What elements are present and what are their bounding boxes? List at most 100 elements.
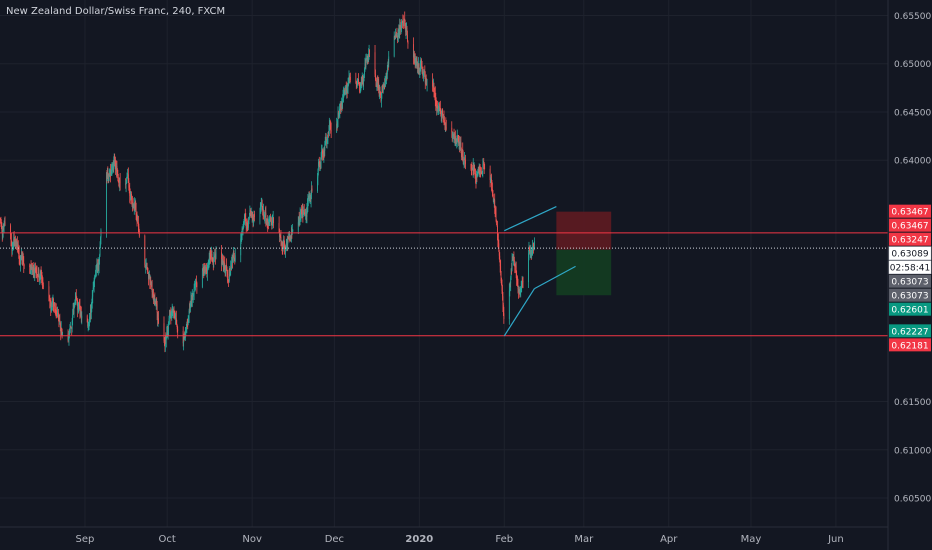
candle-body	[107, 176, 109, 179]
candle-body	[402, 22, 404, 24]
candle-body	[48, 298, 50, 300]
candle-body	[88, 322, 90, 325]
candle-body	[270, 217, 272, 219]
candle-body	[170, 312, 172, 317]
candle-body	[145, 265, 147, 267]
candle-body	[54, 305, 56, 307]
candle-body	[435, 104, 437, 108]
candle-body	[127, 174, 129, 181]
candle-body	[500, 266, 502, 273]
candle-body	[479, 168, 481, 170]
candle-body	[202, 267, 204, 271]
candle-body	[129, 195, 131, 200]
candle-body	[363, 73, 365, 81]
candle-body	[20, 258, 21, 265]
candle-body	[11, 247, 13, 251]
candle-body	[34, 270, 36, 276]
candle-body	[267, 222, 269, 226]
x-tick-label: Feb	[495, 534, 513, 545]
candle-body	[79, 311, 81, 313]
candle-body	[531, 253, 533, 255]
candle-body	[454, 138, 455, 141]
candle-body	[21, 255, 22, 258]
candle-body	[339, 105, 341, 111]
candle-body	[460, 148, 462, 154]
candle-body	[119, 180, 121, 184]
candle-body	[374, 52, 376, 75]
candle-body	[330, 126, 332, 130]
candle-body	[311, 188, 313, 192]
candle-body	[280, 241, 282, 242]
candle-body	[462, 155, 464, 162]
candle-body	[356, 84, 358, 87]
candle-body	[456, 137, 458, 140]
candle-body	[421, 65, 423, 73]
candle-body	[36, 272, 38, 275]
candle-body	[517, 281, 518, 287]
candle-body	[510, 277, 512, 284]
candle-body	[317, 164, 319, 171]
candle-body	[326, 139, 328, 144]
drawn-lines	[0, 206, 888, 337]
candle-body	[245, 218, 247, 224]
candle-body	[515, 265, 517, 274]
y-tick-label: 0.65000	[894, 60, 931, 70]
candle-body	[402, 21, 404, 23]
candle-body	[501, 284, 503, 292]
candle-body	[493, 200, 495, 202]
candle-body	[80, 313, 82, 319]
candle-body	[281, 241, 283, 245]
candle-body	[340, 105, 342, 107]
candle-body	[365, 58, 367, 62]
candle-body	[151, 284, 153, 293]
candle-body	[244, 215, 246, 218]
candle-body	[183, 336, 185, 340]
candle-body	[492, 190, 494, 198]
candle-body	[221, 252, 222, 265]
candle-body	[337, 119, 338, 126]
candle-body	[480, 170, 481, 173]
candle-body	[483, 165, 485, 168]
x-tick-label: Apr	[660, 534, 678, 545]
candle-body	[135, 208, 137, 216]
candle-body	[322, 150, 323, 154]
candle-body	[19, 257, 21, 262]
candle-body	[12, 244, 14, 248]
candle-body	[110, 170, 111, 176]
candle-body	[109, 170, 111, 176]
candle-body	[232, 258, 233, 262]
candle-body	[195, 282, 196, 285]
candle-body	[399, 24, 401, 28]
candle-body	[111, 170, 112, 175]
candle-body	[248, 218, 250, 221]
x-tick-label: Sep	[76, 534, 95, 545]
y-tick-label: 0.60500	[894, 495, 931, 505]
candle-body	[91, 296, 93, 303]
candle-body	[521, 286, 523, 289]
candle-body	[516, 279, 518, 282]
candle-body	[13, 238, 15, 242]
price-tags: 0.63467 0.63467 0.63247 0.63089 02:58:41 0.63…	[888, 204, 932, 352]
candle-body	[502, 304, 504, 314]
candle-body	[136, 215, 137, 218]
candle-body	[190, 298, 192, 303]
candle-body	[10, 225, 11, 235]
candle-body	[471, 169, 472, 170]
candle-body	[242, 228, 243, 230]
candle-body	[175, 318, 177, 324]
candle-body	[106, 174, 108, 177]
price-tag-label: 02:58:41	[890, 264, 930, 274]
candle-body	[115, 160, 116, 168]
candle-body	[461, 149, 463, 154]
candle-body	[483, 163, 485, 166]
candle-body	[241, 232, 243, 236]
candle-body	[263, 211, 264, 214]
candle-body	[148, 275, 150, 276]
candle-body	[205, 268, 206, 271]
candle-body	[34, 268, 36, 271]
candle-body	[260, 204, 262, 206]
candle-body	[368, 50, 370, 54]
candle-body	[169, 314, 170, 319]
